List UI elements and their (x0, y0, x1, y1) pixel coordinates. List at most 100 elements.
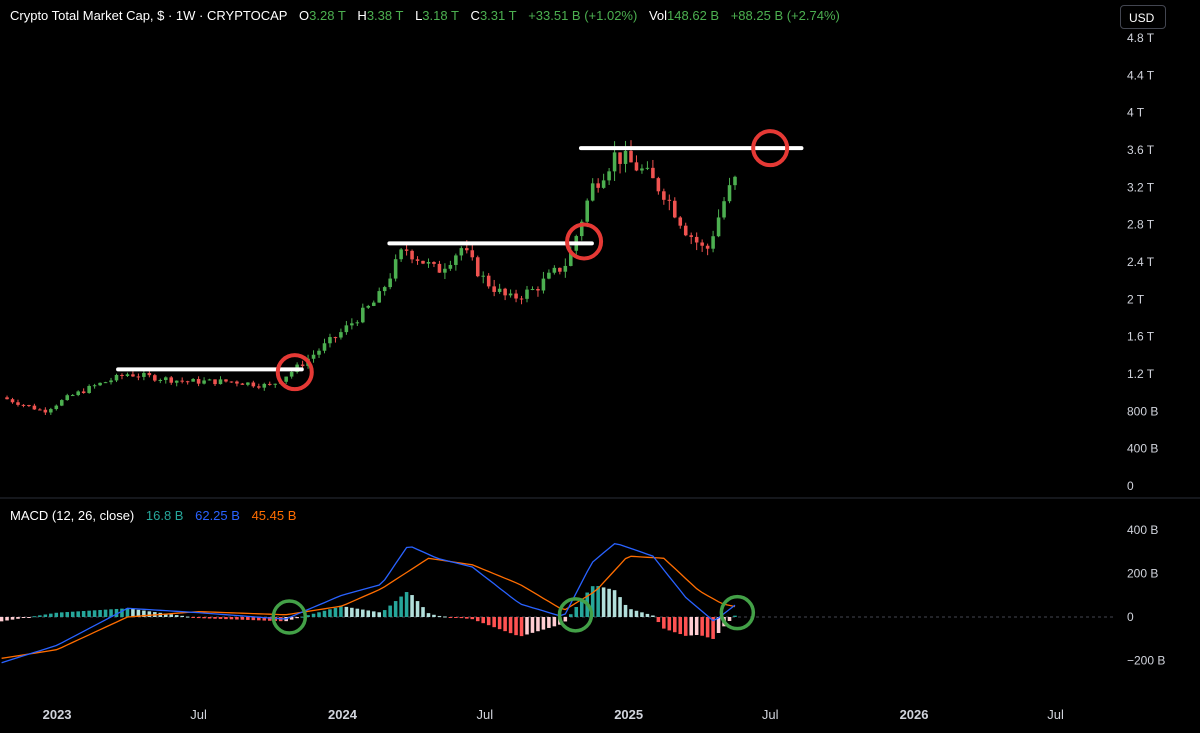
time-tick-label: 2026 (900, 707, 929, 722)
candle-body (125, 374, 130, 376)
macd-histogram-bar (475, 617, 480, 622)
breakout-circle-red[interactable] (275, 353, 314, 392)
candle-body (454, 255, 458, 265)
candle-body (558, 267, 562, 272)
macd-histogram-bar (350, 607, 354, 617)
candle-body (311, 354, 316, 359)
high-value: 3.38 T (366, 8, 404, 23)
macd-histogram-bar (169, 614, 174, 617)
candle-body (38, 409, 42, 411)
macd-tick-label: −200 B (1127, 654, 1165, 668)
candle-body (623, 150, 628, 164)
candle-body (240, 383, 245, 385)
candle-body (317, 350, 321, 355)
candle-body (59, 400, 64, 406)
candles (5, 140, 737, 415)
macd-histogram-bar (5, 617, 9, 621)
macd-histogram-bar (120, 608, 124, 617)
macd-histogram-bar (0, 617, 4, 622)
chart-header: Crypto Total Market Cap, $ · 1W · CRYPTO… (10, 8, 840, 23)
macd-histogram-bar (300, 616, 305, 618)
macd-histogram-bar (213, 617, 217, 619)
macd-histogram-bar (371, 611, 376, 617)
macd-histogram-bar (98, 609, 102, 617)
crossover-circle-green[interactable] (719, 594, 756, 631)
candle-body (361, 307, 365, 323)
change-value: +33.51 B (+1.02%) (528, 8, 638, 23)
candle-body (579, 221, 584, 237)
macd-histogram-bar (667, 617, 672, 631)
macd-histogram-bar (421, 607, 425, 617)
crossover-circle-green[interactable] (557, 597, 594, 633)
macd-histogram-bar (382, 610, 387, 617)
macd-histogram-bar (32, 616, 37, 618)
macd-histogram-bar (552, 617, 557, 627)
candle-body (432, 262, 436, 264)
time-tick-label: Jul (762, 707, 779, 722)
macd-histogram-bar (432, 614, 436, 617)
breakout-circle-red[interactable] (751, 129, 790, 168)
candle-body (683, 225, 688, 236)
candle-body (49, 409, 53, 413)
candle-body (333, 337, 338, 339)
macd-histogram-bar (142, 610, 146, 617)
candle-body (382, 287, 387, 292)
candle-body (388, 278, 392, 288)
candle-body (393, 259, 398, 279)
macd-histogram-bar (235, 617, 239, 620)
candle-body (475, 257, 480, 277)
candle-body (497, 288, 502, 292)
close-value: 3.31 T (479, 8, 517, 23)
candle-body (563, 265, 568, 272)
currency-button[interactable]: USD (1120, 5, 1166, 29)
candle-body (191, 378, 195, 382)
candle-body (700, 242, 704, 246)
candle-body (733, 176, 737, 186)
macd-histogram-bar (689, 617, 693, 636)
macd-histogram-bar (547, 617, 551, 628)
macd-tick-label: 0 (1127, 610, 1134, 624)
candle-body (355, 322, 360, 324)
candle-body (547, 272, 551, 279)
volume-value: 148.62 B (667, 8, 720, 23)
candle-body (694, 236, 699, 243)
candle-body (399, 249, 403, 260)
price-tick-label: 1.2 T (1127, 367, 1155, 381)
candle-body (32, 405, 37, 410)
candle-body (339, 332, 343, 338)
breakout-circle-red[interactable] (565, 222, 604, 261)
candle-body (601, 180, 606, 188)
candle-body (185, 381, 190, 383)
candle-body (284, 376, 288, 382)
macd-histogram-bar (43, 614, 48, 617)
price-tick-label: 2.4 T (1127, 255, 1155, 269)
macd-histogram-bar (240, 617, 245, 620)
macd-histogram-bar (262, 617, 267, 621)
candle-body (569, 250, 573, 266)
candle-body (437, 263, 442, 273)
macd-histogram-bar (514, 617, 518, 636)
candle-body (366, 305, 371, 308)
price-tick-label: 800 B (1127, 404, 1158, 418)
candle-body (410, 250, 414, 260)
macd-histogram-bar (426, 613, 431, 617)
candle-body (262, 383, 267, 388)
candle-body (328, 337, 332, 344)
macd-histogram-bar (503, 617, 507, 632)
macd-pane (0, 543, 1115, 664)
price-tick-label: 4.8 T (1127, 31, 1155, 45)
crossover-circle-green[interactable] (271, 599, 308, 635)
macd-histogram-bar (519, 617, 524, 637)
candle-body (525, 289, 529, 299)
macd-histogram-bar (328, 609, 332, 617)
macd-histogram-bar (536, 617, 540, 632)
macd-histogram-bar (590, 586, 595, 617)
candle-body (251, 382, 256, 387)
macd-histogram-bar (716, 617, 721, 633)
candle-body (147, 373, 152, 376)
candle-body (163, 377, 168, 381)
candle-body (459, 248, 464, 256)
macd-histogram-bar (109, 609, 113, 617)
candle-body (481, 275, 485, 277)
